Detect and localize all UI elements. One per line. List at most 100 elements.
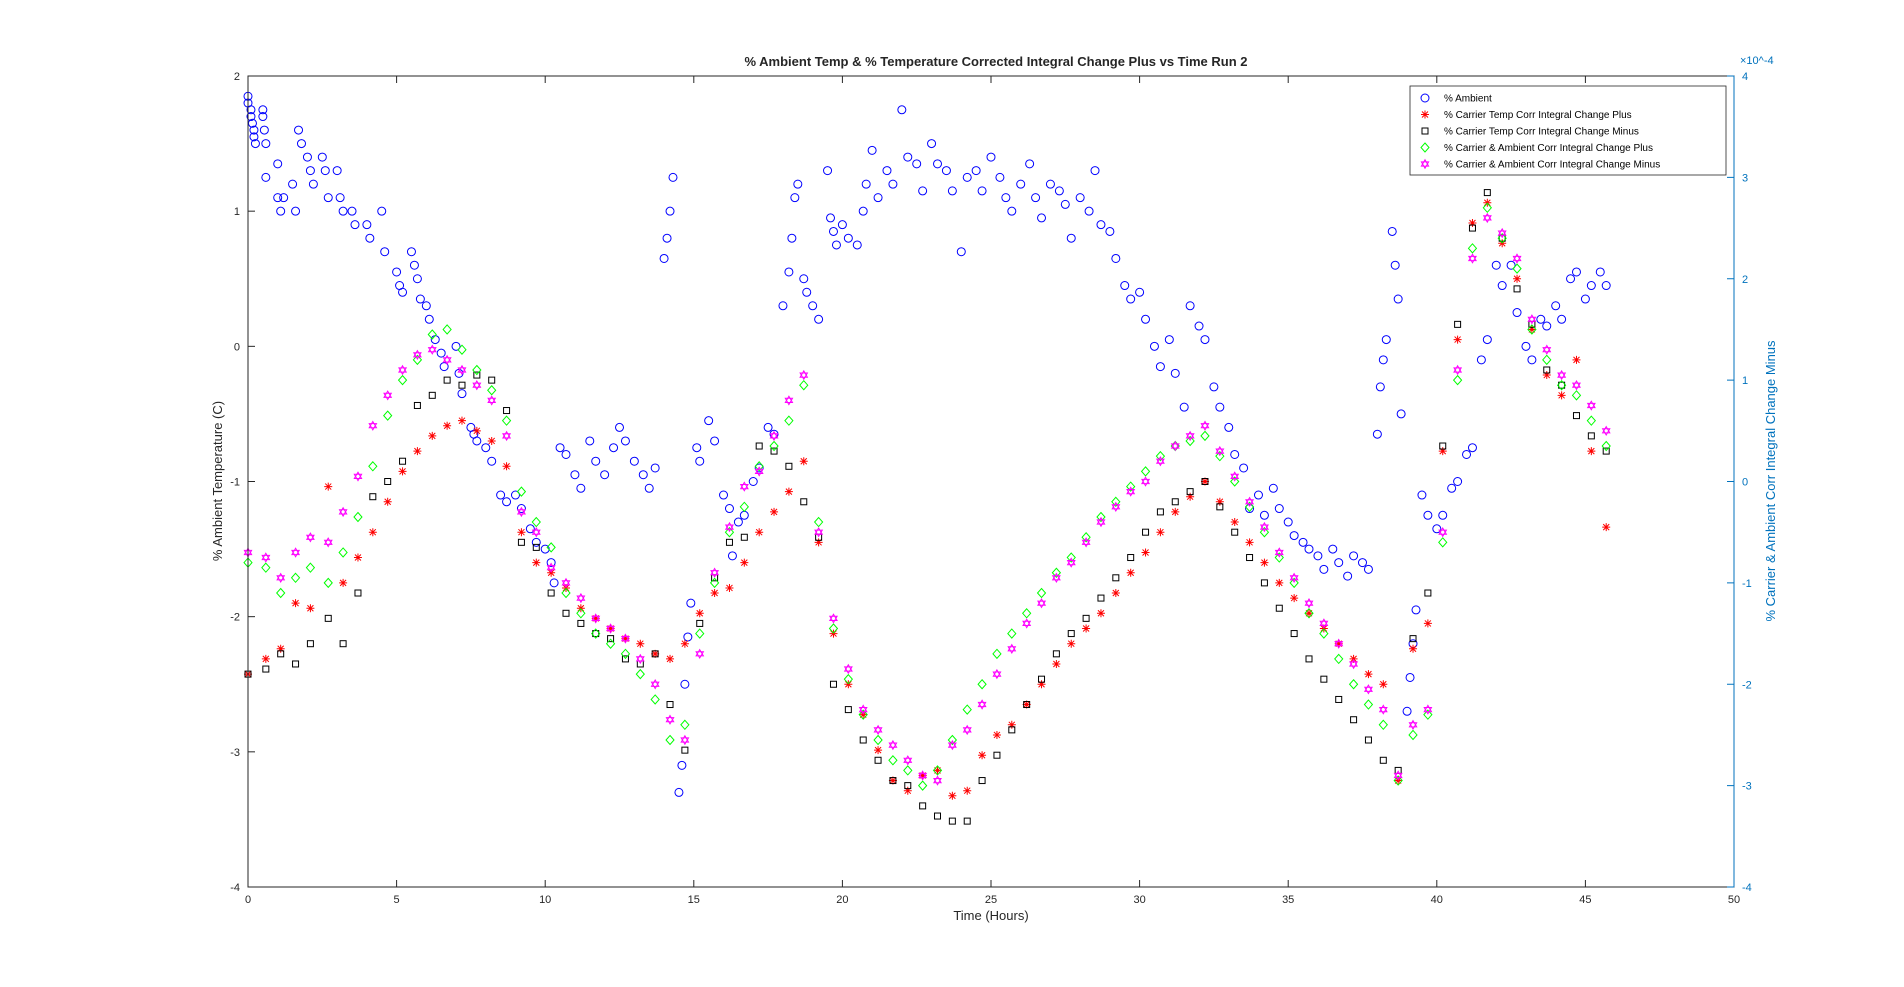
series-2-point	[993, 751, 1001, 759]
series-2-point	[1409, 635, 1417, 643]
series-4-point	[1155, 455, 1165, 467]
series-0-point	[704, 416, 714, 426]
series-2-point	[1038, 675, 1046, 683]
series-2-point	[1320, 675, 1328, 683]
series-0-point	[273, 193, 283, 203]
series-1-point	[1453, 335, 1462, 344]
series-4-point	[814, 527, 824, 538]
series-0-point	[828, 226, 838, 236]
series-3-point	[888, 755, 898, 766]
series-3-point	[962, 704, 972, 715]
series-0-point	[1358, 558, 1367, 568]
series-0-point	[546, 558, 556, 568]
series-0-point	[1411, 605, 1421, 615]
series-0-point	[1462, 449, 1472, 459]
plot-area-border	[247, 75, 1735, 888]
series-2-point	[1260, 579, 1268, 587]
series-0-point	[897, 105, 907, 115]
series-3-point	[665, 734, 675, 746]
x-tick-label: 0	[245, 894, 251, 906]
series-4-point	[1170, 440, 1180, 452]
series-0-point	[323, 193, 333, 203]
series-4-point	[1230, 471, 1240, 482]
series-0-point	[246, 112, 256, 122]
series-4-point	[487, 395, 497, 406]
series-0-point	[1031, 193, 1041, 203]
series-3-point	[754, 461, 764, 472]
series-0-point	[995, 172, 1005, 182]
series-0-point	[1253, 490, 1263, 500]
series-1-point	[1513, 274, 1522, 283]
series-3-point	[769, 440, 779, 452]
series-3-point	[1230, 476, 1240, 487]
series-3-point	[576, 608, 586, 619]
series-4-point	[1482, 212, 1492, 224]
series-3-point	[1215, 450, 1225, 462]
series-3-point	[472, 364, 482, 376]
series-0-point	[823, 166, 833, 176]
series-2-point	[829, 680, 837, 688]
series-0-point	[1045, 179, 1055, 189]
series-0-point	[802, 287, 812, 297]
series-0-point	[302, 152, 312, 162]
series-0-point	[1126, 294, 1136, 304]
series-2-point	[1231, 528, 1239, 536]
series-4-point	[1274, 547, 1284, 558]
series-0-point	[273, 159, 283, 169]
series-0-point	[719, 490, 729, 500]
series-4-point	[472, 380, 482, 391]
series-0-point	[1387, 226, 1397, 236]
series-1-point	[978, 751, 987, 760]
series-4-point	[888, 739, 898, 751]
series-0-point	[793, 179, 803, 189]
x-tick-label: 30	[1133, 894, 1145, 906]
series-0-point	[609, 443, 619, 453]
series-0-point	[947, 186, 957, 196]
series-0-point	[570, 470, 580, 480]
series-0-point	[727, 551, 737, 561]
series-2-point	[532, 543, 540, 551]
series-3-point	[412, 354, 423, 366]
series-4-point	[620, 633, 630, 644]
x-tick-label: 45	[1579, 894, 1591, 906]
series-3-point	[397, 374, 408, 386]
series-0-point	[1334, 558, 1344, 568]
series-2-point	[1275, 604, 1283, 612]
legend-marker-2	[1421, 127, 1429, 135]
series-0-point	[1372, 429, 1382, 439]
series-0-point	[1016, 179, 1026, 189]
series-1-point	[1215, 497, 1224, 506]
series-0-point	[986, 152, 996, 162]
series-0-point	[1375, 382, 1385, 392]
series-0-point	[1209, 382, 1219, 392]
series-2-point	[577, 619, 585, 627]
series-0-point	[867, 145, 877, 155]
series-1-point	[291, 599, 300, 608]
series-2-point	[1290, 630, 1298, 638]
series-0-point	[826, 213, 836, 223]
series-1-point	[1557, 391, 1566, 400]
series-1-point	[1111, 589, 1120, 598]
y2-tick-label: -1	[1742, 578, 1752, 590]
series-2-point	[1186, 488, 1194, 496]
series-1-point	[992, 730, 1001, 739]
series-0-point	[398, 287, 408, 297]
series-2-point	[384, 478, 392, 485]
legend-label-1: % Carrier Temp Corr Integral Change Plus	[1444, 110, 1632, 121]
series-0-point	[1200, 335, 1210, 345]
series-3-point	[1036, 587, 1047, 599]
series-4-point	[918, 770, 928, 781]
series-3-point	[1452, 374, 1463, 386]
series-1-point	[770, 507, 779, 516]
series-4-point	[933, 775, 942, 786]
series-0-point	[294, 125, 304, 135]
series-3-point	[1497, 232, 1507, 244]
series-3-point	[813, 516, 824, 528]
y-axis-label: % Ambient Temperature (C)	[210, 401, 225, 561]
series-1-point	[1260, 558, 1269, 567]
series-0-point	[680, 679, 690, 689]
series-3-point	[873, 734, 883, 746]
series-3-point	[487, 385, 497, 396]
series-1-point	[755, 528, 764, 537]
series-2-point	[889, 777, 897, 785]
